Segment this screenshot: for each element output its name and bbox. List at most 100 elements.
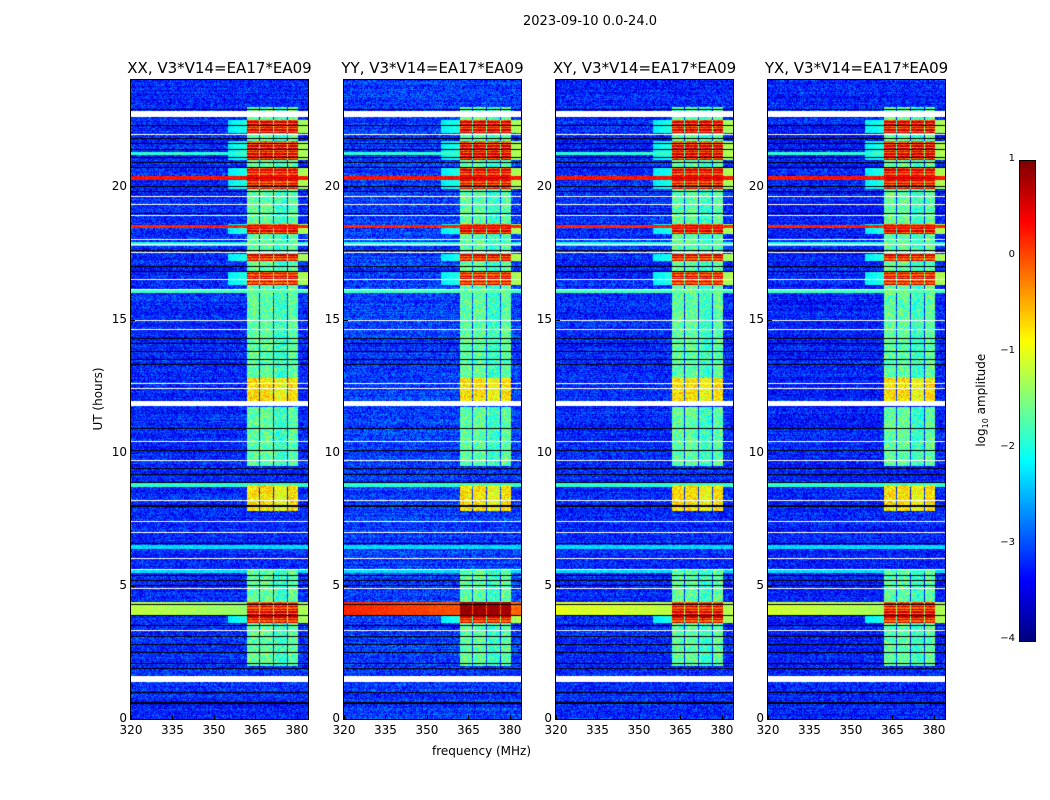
x-tick-label: 335	[161, 723, 184, 737]
y-tick-mark	[344, 186, 348, 188]
heatmap-cells	[131, 80, 308, 719]
y-axis-label: UT (hours)	[91, 367, 105, 431]
y-tick-label: 5	[119, 577, 127, 592]
y-tick-label: 15	[748, 311, 764, 326]
y-tick-mark	[344, 719, 348, 720]
colorbar	[1019, 160, 1036, 642]
y-tick-mark	[344, 585, 348, 587]
x-tick-label: 350	[627, 723, 651, 737]
heatmap-cells	[768, 80, 945, 719]
y-tick-label: 0	[544, 711, 552, 725]
colorbar-gradient	[1020, 161, 1035, 641]
figure-title: 2023-09-10 0.0-24.0	[523, 14, 657, 29]
y-tick-label: 5	[544, 577, 552, 592]
y-tick-mark	[768, 585, 772, 587]
y-tick-label: 10	[748, 444, 764, 459]
colorbar-label: log10 amplitude	[974, 345, 990, 455]
x-tick-label: 365	[457, 723, 480, 737]
y-tick-mark	[131, 186, 135, 188]
panel-title: XX, V3*V14=EA17*EA09	[127, 59, 312, 77]
x-tick-mark	[509, 715, 511, 719]
y-tick-mark	[131, 585, 135, 587]
x-tick-label: 335	[798, 723, 821, 737]
x-tick-mark	[809, 715, 811, 719]
y-tick-label: 10	[536, 444, 552, 459]
x-tick-mark	[556, 715, 557, 719]
colorbar-tick-label: −2	[1000, 441, 1015, 452]
panel-title: YX, V3*V14=EA17*EA09	[764, 59, 949, 77]
colorbar-label-sub: 10	[981, 418, 991, 429]
x-tick-mark	[597, 715, 599, 719]
x-tick-mark	[638, 715, 640, 719]
y-tick-label: 20	[536, 178, 552, 193]
x-axis-label: frequency (MHz)	[432, 744, 532, 758]
y-tick-label: 0	[119, 711, 127, 725]
panel-title: XY, V3*V14=EA17*EA09	[552, 59, 737, 77]
y-tick-mark	[131, 452, 135, 454]
colorbar-tick-label: 1	[1008, 153, 1015, 164]
y-tick-label: 15	[324, 311, 340, 326]
y-tick-mark	[344, 319, 348, 321]
y-tick-label: 20	[324, 178, 340, 193]
x-tick-mark	[468, 715, 470, 719]
y-tick-mark	[556, 452, 560, 454]
heatmap-cells	[344, 80, 521, 719]
y-tick-mark	[556, 319, 560, 321]
x-tick-label: 350	[202, 723, 226, 737]
x-tick-label: 320	[756, 723, 780, 737]
y-tick-label: 5	[332, 577, 340, 592]
colorbar-label-main: log	[973, 428, 988, 447]
heatmap-panel	[767, 79, 946, 720]
panel-title: YY, V3*V14=EA17*EA09	[341, 59, 524, 77]
x-tick-mark	[296, 715, 298, 719]
x-tick-label: 320	[119, 723, 143, 737]
x-tick-label: 350	[839, 723, 863, 737]
y-tick-mark	[556, 719, 560, 720]
x-tick-mark	[850, 715, 852, 719]
x-tick-mark	[768, 715, 769, 719]
x-tick-mark	[933, 715, 935, 719]
x-tick-label: 380	[922, 723, 946, 737]
y-tick-label: 0	[756, 711, 764, 725]
x-tick-label: 320	[544, 723, 568, 737]
x-tick-mark	[892, 715, 894, 719]
heatmap-cells	[556, 80, 733, 719]
y-tick-label: 5	[756, 577, 764, 592]
x-tick-mark	[213, 715, 215, 719]
x-tick-label: 335	[374, 723, 397, 737]
heatmap-panel	[130, 79, 309, 720]
y-tick-label: 10	[324, 444, 340, 459]
x-tick-mark	[721, 715, 723, 719]
y-tick-label: 20	[111, 178, 127, 193]
x-tick-label: 320	[332, 723, 356, 737]
x-tick-mark	[680, 715, 682, 719]
y-tick-mark	[131, 719, 135, 720]
colorbar-tick-label: −3	[1000, 537, 1015, 548]
y-tick-mark	[768, 186, 772, 188]
y-tick-mark	[768, 719, 772, 720]
y-tick-label: 0	[332, 711, 340, 725]
y-tick-label: 20	[748, 178, 764, 193]
x-tick-label: 365	[881, 723, 904, 737]
y-tick-mark	[768, 319, 772, 321]
x-tick-label: 380	[710, 723, 734, 737]
x-tick-label: 365	[244, 723, 267, 737]
y-tick-mark	[131, 319, 135, 321]
y-tick-mark	[344, 452, 348, 454]
colorbar-tick-label: −4	[1000, 633, 1015, 644]
heatmap-panel	[555, 79, 734, 720]
colorbar-tick-label: 0	[1008, 249, 1015, 260]
colorbar-label-rest: amplitude	[973, 353, 988, 419]
y-tick-label: 15	[111, 311, 127, 326]
y-tick-label: 15	[536, 311, 552, 326]
x-tick-mark	[426, 715, 428, 719]
x-tick-label: 350	[415, 723, 439, 737]
y-tick-mark	[556, 585, 560, 587]
x-tick-mark	[344, 715, 345, 719]
x-tick-label: 380	[285, 723, 309, 737]
y-tick-mark	[556, 186, 560, 188]
x-tick-label: 335	[586, 723, 609, 737]
y-tick-mark	[768, 452, 772, 454]
x-tick-label: 365	[669, 723, 692, 737]
x-tick-mark	[172, 715, 174, 719]
